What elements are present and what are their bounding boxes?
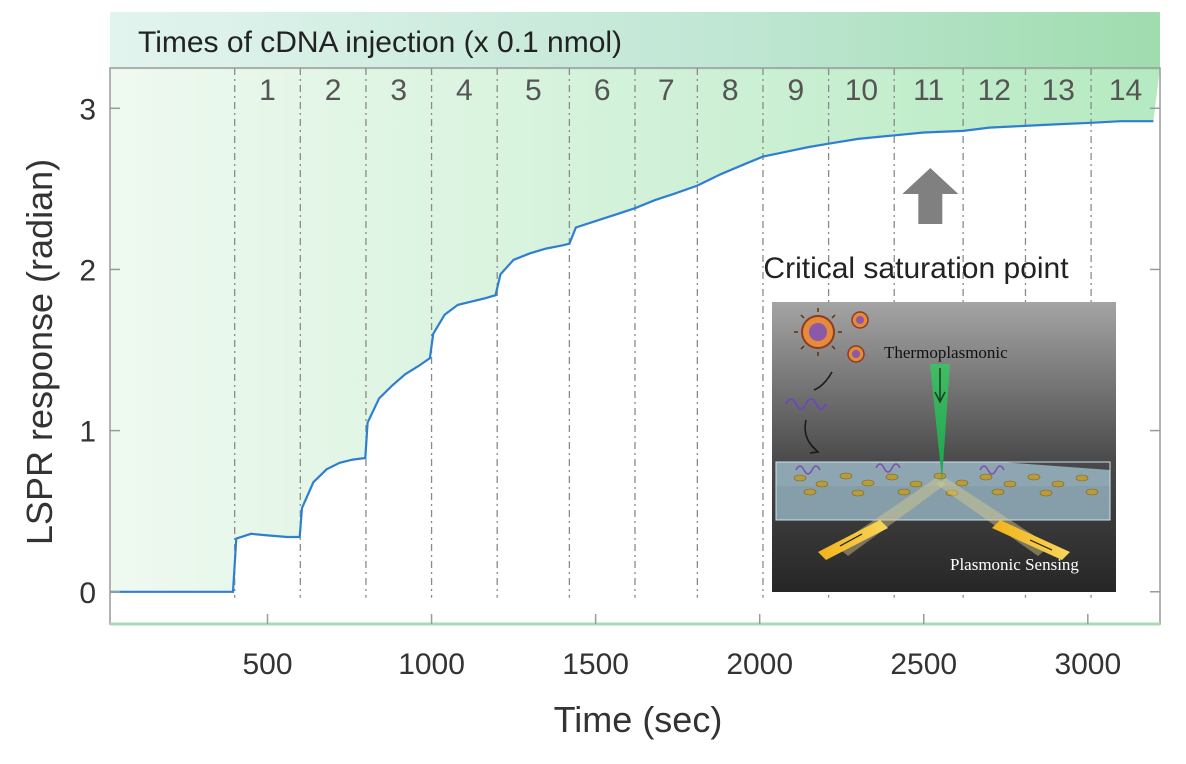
- x-tick-label: 2500: [890, 648, 957, 681]
- injection-label: 9: [787, 74, 804, 107]
- lspr-response-line: [110, 120, 1154, 593]
- injection-band-title: Times of cDNA injection (x 0.1 nmol): [138, 26, 622, 59]
- x-tick-label: 3000: [1054, 648, 1121, 681]
- x-axis-ticks: 500 1000 1500 2000 2500 3000: [242, 614, 1121, 681]
- injection-label: 11: [913, 74, 944, 107]
- injection-label: 5: [525, 74, 542, 107]
- x-tick-label: 500: [242, 648, 292, 681]
- y-tick-label: 2: [79, 254, 96, 287]
- injection-label: 4: [456, 74, 473, 107]
- injection-label: 14: [1109, 74, 1142, 107]
- inset-label-plasmonic-sensing: Plasmonic Sensing: [950, 555, 1079, 574]
- y-tick-label: 3: [79, 93, 96, 126]
- injection-label: 3: [390, 74, 407, 107]
- y-axis-ticks: 0 1 2 3: [79, 93, 1160, 610]
- x-tick-label: 1500: [562, 648, 629, 681]
- response-area-fill: [110, 68, 1160, 592]
- x-tick-label: 1000: [398, 648, 465, 681]
- y-axis-title: LSPR response (radian): [19, 159, 60, 545]
- virus-icon: [794, 308, 869, 363]
- injection-band: [110, 12, 1160, 70]
- injection-labels: 1 2 3 4 5 6 7 8 9 10 11 12 13 14: [259, 74, 1142, 107]
- inset-label-thermoplasmonic: Thermoplasmonic: [884, 343, 1008, 362]
- x-axis-title: Time (sec): [554, 699, 723, 740]
- injection-label: 7: [658, 74, 675, 107]
- injection-label: 12: [978, 74, 1011, 107]
- y-tick-label: 0: [79, 577, 96, 610]
- saturation-arrow-icon: [902, 168, 959, 224]
- schematic-inset: Thermoplasmonic Plasmonic Sensing: [772, 302, 1116, 592]
- injection-label: 1: [259, 74, 276, 107]
- injection-label: 10: [845, 74, 878, 107]
- y-tick-label: 1: [79, 416, 96, 449]
- injection-label: 2: [325, 74, 342, 107]
- injection-label: 8: [722, 74, 739, 107]
- x-tick-label: 2000: [726, 648, 793, 681]
- injection-label: 13: [1042, 74, 1075, 107]
- injection-label: 6: [594, 74, 611, 107]
- saturation-annotation: Critical saturation point: [763, 252, 1069, 285]
